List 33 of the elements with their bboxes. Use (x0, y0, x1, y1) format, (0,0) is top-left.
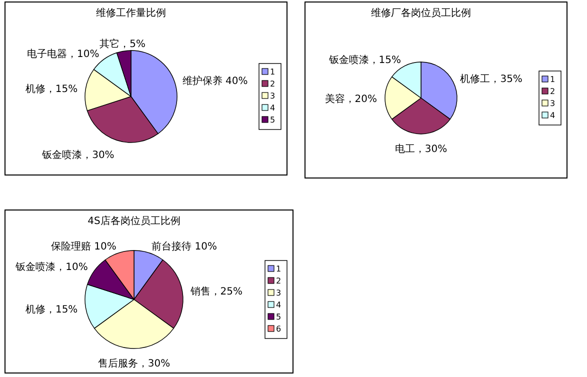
chart-title: 4S店各岗位员工比例 (88, 215, 180, 227)
data-label: 维护保养 40% (182, 74, 248, 87)
data-label: 电工，30% (394, 143, 448, 155)
legend-label: 4 (276, 300, 282, 310)
data-label: 钣金喷漆，15% (328, 54, 402, 66)
data-label: 机修，15% (25, 83, 78, 96)
data-label: 保险理赔 10% (50, 240, 116, 252)
legend-label: 2 (276, 276, 282, 286)
data-label: 前台接待 10% (152, 240, 218, 252)
data-label: 钣金喷漆，10% (14, 260, 88, 273)
chart-title: 维修工作量比例 (96, 7, 166, 19)
legend-label: 4 (550, 111, 556, 120)
legend-label: 5 (270, 116, 276, 124)
legend-label: 1 (550, 75, 556, 84)
legend-label: 2 (270, 80, 276, 88)
data-label: 机修，15% (25, 303, 78, 316)
legend-label: 4 (270, 104, 276, 112)
data-label: 电子电器，10% (27, 48, 100, 60)
data-label: 其它，5% (100, 38, 146, 50)
chart-title: 维修厂各岗位员工比例 (371, 7, 471, 19)
legend-label: 3 (270, 92, 276, 100)
data-label: 美容，20% (324, 93, 377, 105)
data-label: 销售，25% (189, 286, 243, 298)
legend-label: 1 (276, 264, 282, 274)
legend-label: 3 (550, 99, 556, 108)
legend-label: 6 (276, 324, 282, 334)
data-label: 机修工，35% (460, 73, 522, 86)
legend-label: 3 (276, 288, 282, 298)
data-label: 售后服务，30% (98, 358, 170, 370)
legend-label: 5 (276, 312, 282, 322)
legend-label: 1 (270, 68, 276, 76)
data-label: 钣金喷漆，30% (41, 148, 114, 161)
legend-label: 2 (550, 87, 556, 96)
